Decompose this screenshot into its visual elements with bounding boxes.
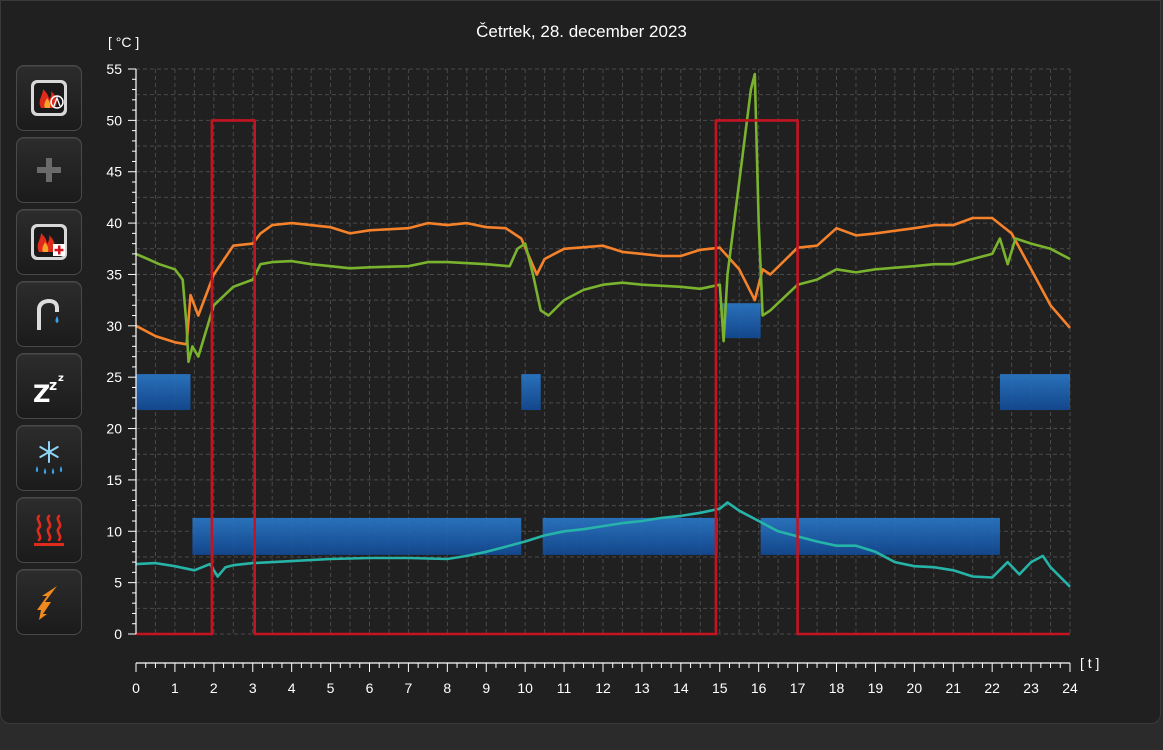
x-tick-label: 14 (673, 680, 689, 696)
burner-button[interactable] (16, 65, 82, 131)
electric-lightning-icon (37, 586, 57, 620)
x-tick-label: 1 (171, 680, 179, 696)
status-bar (192, 517, 522, 555)
x-tick-label: 18 (829, 680, 845, 696)
series-line-3 (136, 119, 1070, 636)
svg-text:z: z (58, 373, 64, 384)
y-tick-label: 40 (106, 215, 122, 231)
mode-sidebar: Z z z (16, 65, 84, 641)
x-tick-label: 0 (132, 680, 140, 696)
burner-flame-icon (31, 80, 67, 116)
y-tick-label: 45 (106, 164, 122, 180)
snow-drops-icon (35, 441, 63, 474)
x-tick-label: 12 (595, 680, 611, 696)
y-tick-label: 55 (106, 61, 122, 77)
frost-protection-button[interactable] (16, 425, 82, 491)
heating-button[interactable] (16, 497, 82, 563)
x-tick-label: 3 (249, 680, 257, 696)
x-tick-label: 17 (790, 680, 806, 696)
x-tick-label: 5 (327, 680, 335, 696)
y-tick-label: 30 (106, 318, 122, 334)
sleep-zzz-icon: Z z z (33, 373, 64, 408)
x-tick-label: 16 (751, 680, 767, 696)
night-mode-button[interactable]: Z z z (16, 353, 82, 419)
x-tick-label: 22 (984, 680, 1000, 696)
x-tick-label: 10 (517, 680, 533, 696)
x-tick-label: 15 (712, 680, 728, 696)
electric-button[interactable] (16, 569, 82, 635)
burner-add-button[interactable] (16, 209, 82, 275)
water-tap-icon (37, 299, 59, 330)
hot-water-button[interactable] (16, 281, 82, 347)
add-button[interactable] (16, 137, 82, 203)
y-tick-label: 0 (114, 626, 122, 642)
chart-title: Četrtek, 28. december 2023 (476, 22, 687, 41)
x-tick-label: 21 (945, 680, 961, 696)
x-tick-label: 13 (634, 680, 650, 696)
status-bar (721, 303, 761, 339)
heating-waves-icon (34, 514, 64, 546)
x-tick-label: 7 (405, 680, 413, 696)
series-line-2 (135, 501, 1071, 588)
y-tick-label: 35 (106, 266, 122, 282)
y-tick-label: 15 (106, 472, 122, 488)
status-bar (999, 374, 1070, 411)
y-tick-label: 5 (114, 575, 122, 591)
x-axis-label: [ t ] (1080, 655, 1100, 671)
plus-icon (37, 158, 61, 182)
y-tick-label: 50 (106, 112, 122, 128)
x-tick-label: 8 (443, 680, 451, 696)
svg-text:z: z (49, 378, 57, 394)
x-tick-label: 24 (1062, 680, 1078, 696)
burner-add-icon (31, 224, 67, 260)
status-bar (542, 517, 718, 555)
x-tick-label: 2 (210, 680, 218, 696)
x-tick-label: 11 (557, 680, 572, 696)
y-axis-label: [ °C ] (108, 34, 140, 50)
svg-text:Z: Z (33, 380, 50, 408)
status-bar (521, 374, 541, 411)
y-tick-label: 20 (106, 421, 122, 437)
x-tick-label: 6 (366, 680, 374, 696)
y-tick-label: 10 (106, 523, 122, 539)
x-tick-label: 9 (482, 680, 490, 696)
y-tick-label: 25 (106, 369, 122, 385)
status-bar (136, 374, 191, 411)
x-tick-label: 23 (1023, 680, 1039, 696)
x-tick-label: 20 (907, 680, 923, 696)
x-tick-label: 19 (868, 680, 884, 696)
series-line-1 (135, 72, 1071, 364)
x-tick-label: 4 (288, 680, 296, 696)
series-lines (135, 72, 1071, 636)
